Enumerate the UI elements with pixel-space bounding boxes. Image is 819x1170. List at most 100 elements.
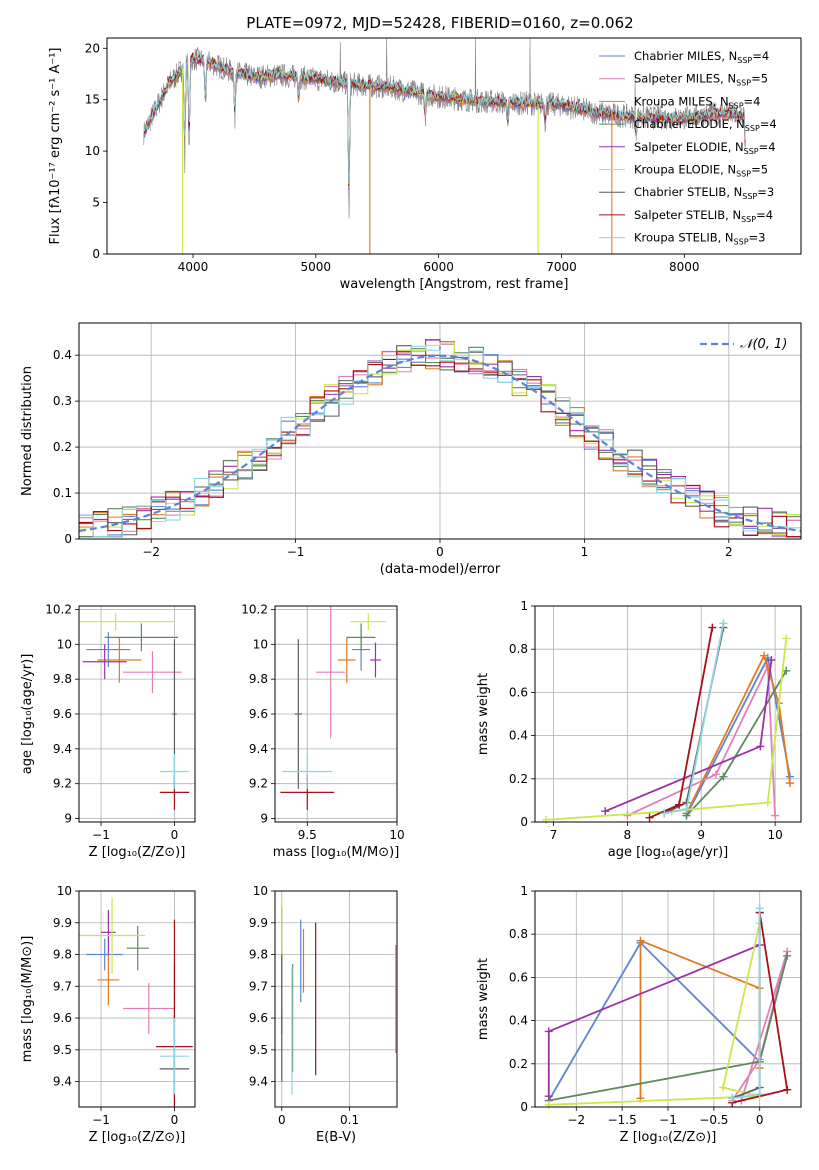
weight-line [685,653,791,814]
weight-marker [728,1094,737,1103]
age-vs-Z-frame [78,605,196,823]
weight-marker [660,809,669,818]
y-tick-label: 0 [64,532,72,546]
legend-entry: Kroupa ELODIE, NSSP=5 [634,163,768,179]
x-tick-label: 5000 [301,260,332,274]
y-tick-label: 0.8 [509,927,528,941]
y-tick-label: 10 [253,884,268,898]
x-axis-label: Z [log₁₀(Z/Z⊙)] [620,1130,717,1145]
y-tick-label: 9.8 [53,672,72,686]
x-tick-label: 0 [436,545,444,559]
x-tick-label: −0.5 [699,1113,728,1127]
weight-marker [767,656,776,664]
x-axis-label: mass [log₁₀(M/M⊙)] [273,845,400,860]
y-tick-label: 9.9 [249,916,268,930]
x-tick-label: 10 [767,828,782,842]
y-tick-label: 20 [85,41,100,55]
weight-marker [755,904,764,913]
y-axis-label: mass weight [476,958,491,1040]
x-tick-label: 10 [389,828,404,842]
x-tick-label: 8000 [669,260,700,274]
x-axis-label: wavelength [Angstrom, rest frame] [340,277,569,292]
y-tick-label: 9.5 [53,1043,72,1057]
x-axis-label: E(B-V) [316,1130,356,1145]
x-axis-label: Z [log₁₀(Z/Z⊙)] [89,1130,186,1145]
y-tick-label: 9.6 [53,1011,72,1025]
legend-entry: Kroupa STELIB, NSSP=3 [634,231,765,247]
weight-marker [719,619,728,628]
legend-entry: 𝒩(0, 1) [740,337,787,352]
mass-weight-vs-Z-frame [534,890,802,1108]
spectrum-panel [103,47,685,258]
y-tick-label: 9.6 [53,707,72,721]
weight-marker [719,772,728,781]
weight-marker [708,623,717,632]
weight-marker [601,807,610,816]
x-axis-label: (data-model)/error [380,562,501,577]
x-tick-label: 7 [550,828,558,842]
y-tick-label: 9.2 [53,777,72,791]
y-tick-label: 1 [520,884,528,898]
y-tick-label: 9.6 [249,707,268,721]
age-vs-mass-panel [271,606,398,826]
y-axis-label: age [log₁₀(age/yr)] [20,654,35,775]
residuals-frame [78,322,802,540]
x-tick-label: 4000 [178,260,209,274]
x-tick-label: 9.5 [298,828,317,842]
y-tick-label: 0.4 [53,348,72,362]
y-tick-label: 9.8 [53,948,72,962]
y-tick-label: 0.3 [53,394,72,408]
y-tick-label: 10.2 [241,602,268,616]
y-tick-label: 9.4 [53,742,72,756]
y-tick-label: 9.5 [249,1043,268,1057]
y-tick-label: 0.2 [509,1057,528,1071]
residuals-panel [75,323,801,543]
x-tick-label: 6000 [423,260,454,274]
y-tick-label: 0.4 [509,729,528,743]
weight-marker [542,815,551,824]
weight-marker [623,811,632,820]
mass-weight-vs-age-frame [534,605,802,823]
y-tick-label: 10 [253,637,268,651]
weight-marker [636,936,645,945]
legend-entry: Salpeter ELODIE, NSSP=4 [634,140,776,156]
y-tick-label: 0 [520,815,528,829]
y-axis-label: Flux [fλ10⁻¹⁷ erg cm⁻² s⁻¹ A⁻¹] [48,48,63,245]
x-tick-label: −2 [567,1113,585,1127]
y-tick-label: 9.7 [53,979,72,993]
legend-entry: Chabrier ELODIE, NSSP=4 [634,117,777,133]
x-tick-label: 2 [725,545,733,559]
weight-marker [682,805,691,814]
x-tick-label: −1 [287,545,305,559]
weight-line [639,939,761,1099]
weight-marker [719,1083,728,1092]
y-tick-label: 10 [57,884,72,898]
x-tick-label: 0 [278,1113,286,1127]
y-tick-label: 1 [520,599,528,613]
weight-marker [785,779,794,788]
weight-line [548,923,761,1106]
mass-weight-vs-age-panel [531,605,801,826]
x-tick-label: −1 [92,1113,110,1127]
y-tick-label: 9.4 [249,1075,268,1089]
y-tick-label: 10 [57,637,72,651]
residual-histogram [79,351,801,538]
y-tick-label: 9.2 [249,777,268,791]
chart-title: PLATE=0972, MJD=52428, FIBERID=0160, z=0… [246,14,633,32]
residual-histogram [79,342,801,538]
y-tick-label: 10.2 [45,602,72,616]
weight-line [546,638,788,821]
y-tick-label: 0.2 [53,440,72,454]
x-axis-label: age [log₁₀(age/yr)] [608,845,729,860]
weight-line [548,941,761,1101]
y-tick-label: 9 [260,812,268,826]
weight-marker [544,1100,553,1109]
x-tick-label: 8 [624,828,632,842]
y-axis-label: Normed distribution [20,366,35,496]
y-tick-label: 9.4 [249,742,268,756]
x-tick-label: −1 [659,1113,677,1127]
y-tick-label: 0.1 [53,486,72,500]
weight-marker [782,634,791,643]
weight-marker [783,1085,792,1094]
weight-line [627,666,776,817]
